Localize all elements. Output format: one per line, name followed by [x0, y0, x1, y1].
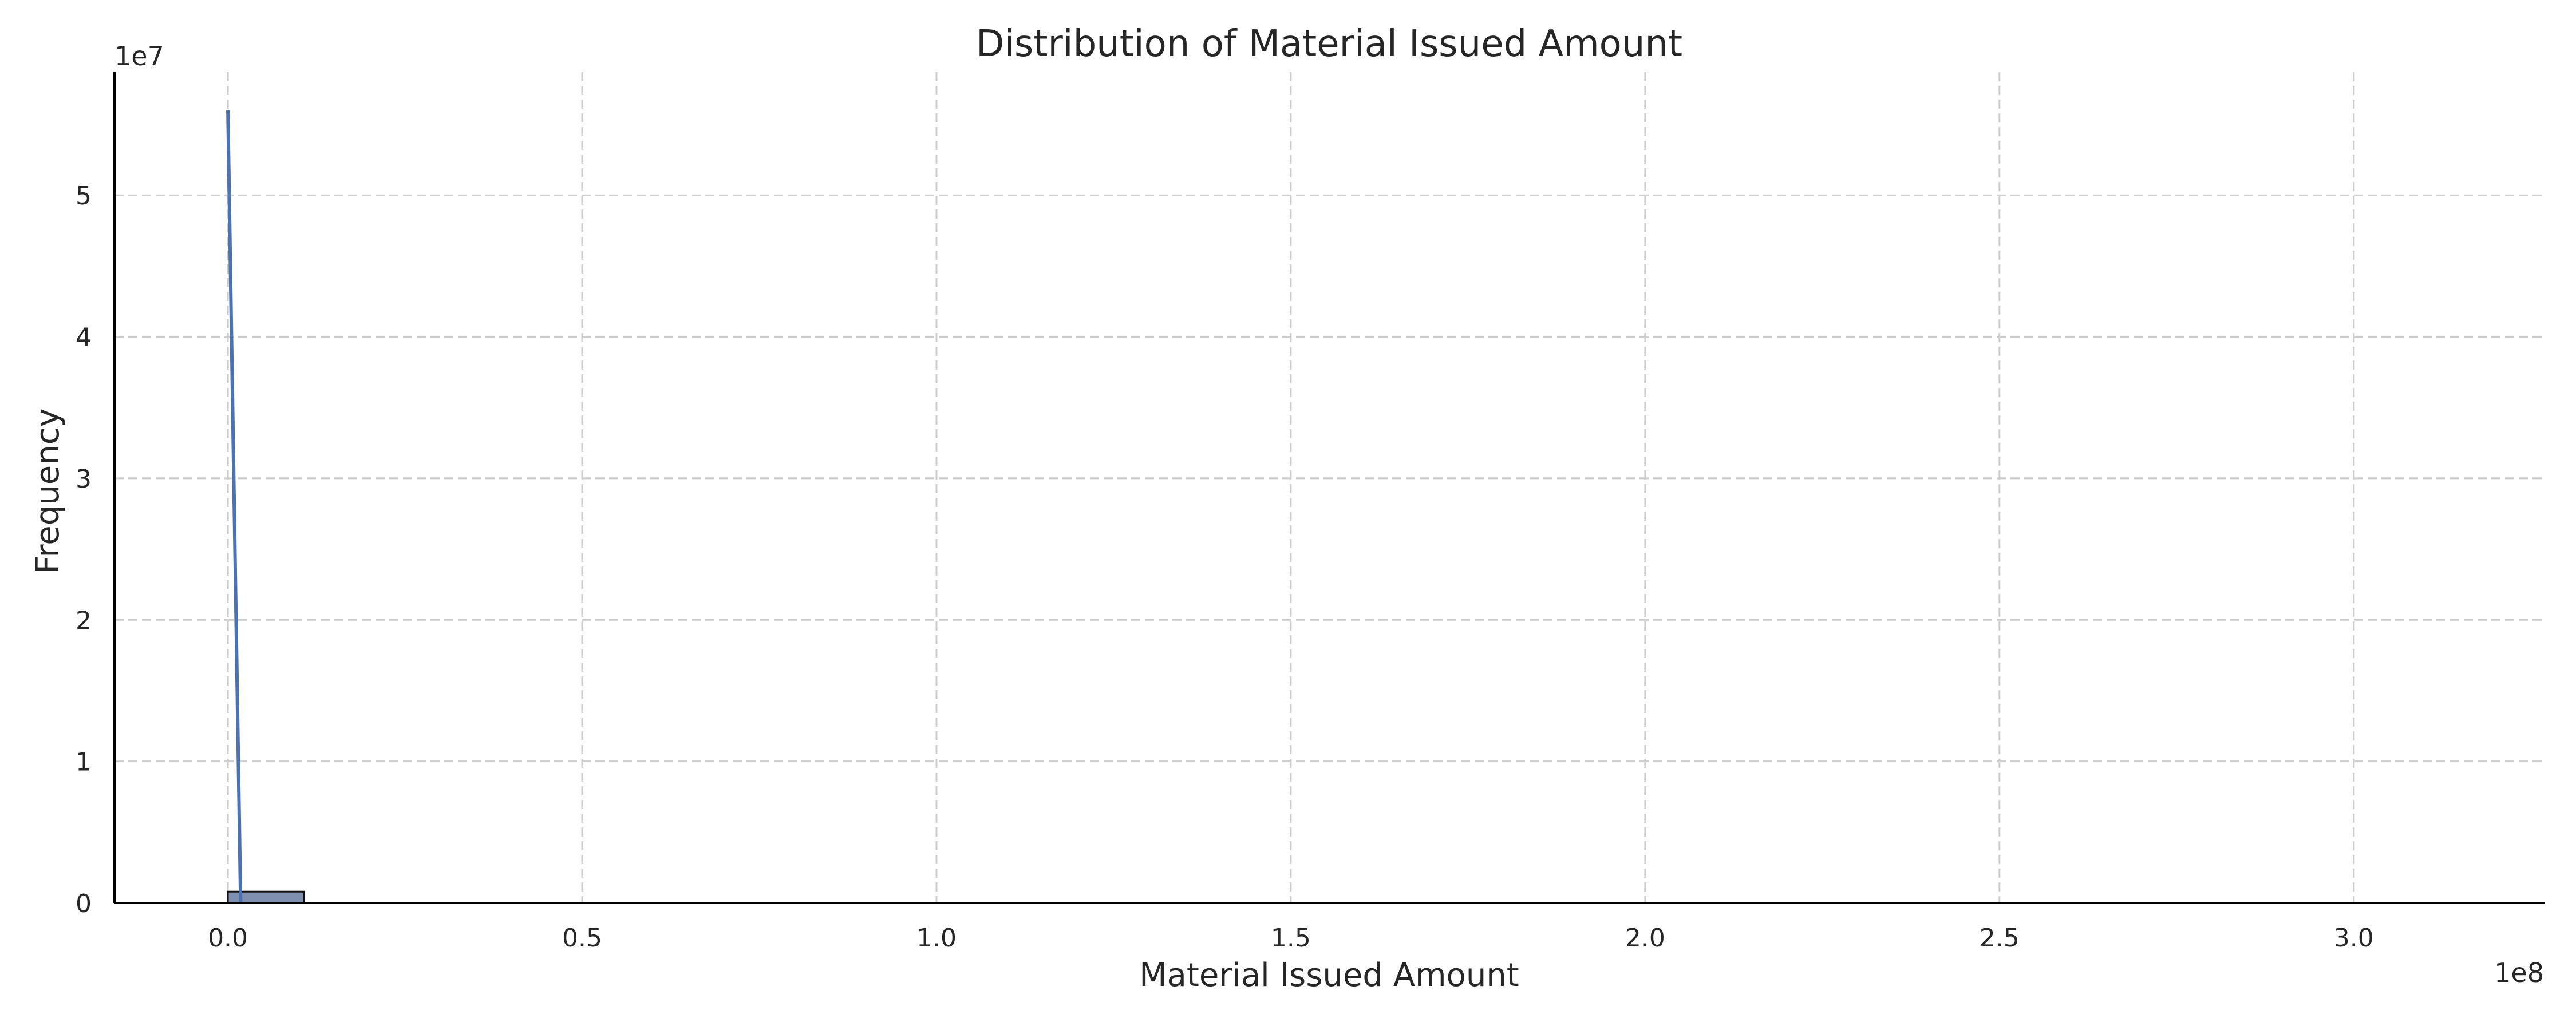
x-tick-label: 0.0 — [208, 924, 248, 953]
y-tick-label: 0 — [76, 889, 92, 918]
grid-layer — [114, 72, 2545, 903]
tick-labels: 0.0 0.5 1.0 1.5 2.0 2.5 3.0 0 1 2 3 4 5 — [76, 181, 2374, 953]
x-axis-label: Material Issued Amount — [1139, 957, 1519, 994]
y-axis-offset-label: 1e7 — [114, 41, 164, 72]
chart-title: Distribution of Material Issued Amount — [976, 23, 1682, 65]
y-tick-label: 2 — [76, 606, 92, 635]
y-tick-label: 4 — [76, 323, 92, 352]
y-tick-label: 3 — [76, 465, 92, 494]
x-tick-label: 2.5 — [1980, 924, 2020, 953]
axes-spines — [113, 72, 2545, 904]
y-tick-label: 5 — [76, 181, 92, 211]
x-axis-offset-label: 1e8 — [2494, 957, 2544, 988]
x-tick-label: 1.5 — [1271, 924, 1311, 953]
kde-line — [226, 110, 243, 904]
x-tick-label: 2.0 — [1625, 924, 1665, 953]
y-tick-label: 1 — [76, 748, 92, 777]
x-tick-label: 0.5 — [562, 924, 602, 953]
y-axis-label: Frequency — [29, 408, 66, 573]
x-tick-label: 1.0 — [916, 924, 957, 953]
x-tick-label: 3.0 — [2334, 924, 2374, 953]
kde-line-layer — [226, 110, 243, 904]
